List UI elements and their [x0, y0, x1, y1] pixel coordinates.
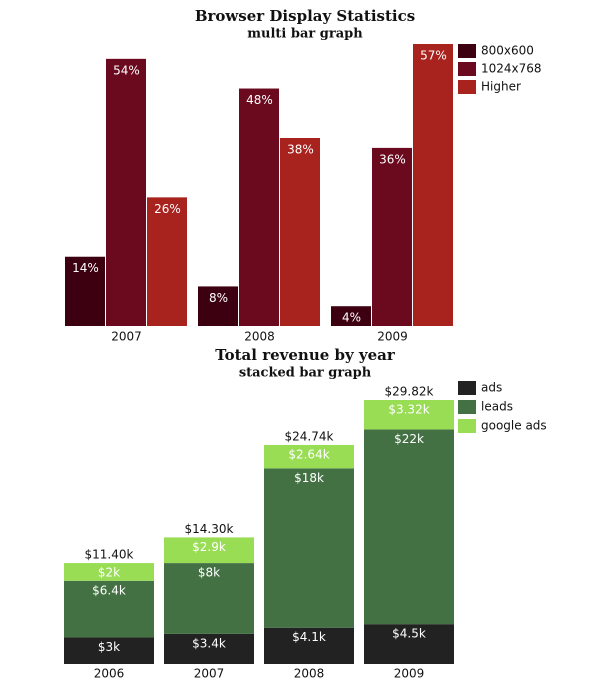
legend-label: Higher	[481, 80, 521, 94]
bar	[106, 58, 146, 327]
bar-segment	[364, 400, 454, 430]
legend-swatch	[458, 44, 476, 58]
value-label: $8k	[198, 566, 220, 580]
value-label: $2.9k	[192, 540, 226, 554]
legend-swatch	[458, 400, 476, 414]
bar	[147, 197, 187, 326]
legend-label: 800x600	[481, 44, 534, 58]
legend-label: 1024x768	[481, 62, 542, 76]
value-label: $4.1k	[292, 630, 326, 644]
bar-segment	[64, 563, 154, 581]
total-label: $24.74k	[285, 429, 334, 443]
bar-segment	[264, 627, 354, 664]
value-label: 14%	[72, 261, 99, 275]
total-label: $14.30k	[185, 522, 234, 536]
value-label: $4.5k	[392, 627, 426, 641]
legend-label: ads	[481, 381, 502, 395]
value-label: 36%	[379, 152, 406, 166]
bar	[372, 147, 412, 326]
bar-segment	[64, 637, 154, 664]
x-tick-label: 2006	[94, 667, 125, 681]
bar-segment	[364, 429, 454, 625]
chart-subtitle: stacked bar graph	[239, 366, 372, 381]
value-label: 26%	[154, 202, 181, 216]
bar-segment	[164, 537, 254, 564]
value-label: 57%	[420, 49, 447, 63]
x-tick-label: 2008	[294, 667, 325, 681]
x-tick-label: 2007	[194, 667, 225, 681]
legend-swatch	[458, 381, 476, 395]
bar-segment	[364, 624, 454, 664]
bar	[331, 306, 371, 326]
legend-label: google ads	[481, 419, 547, 433]
value-label: $2k	[98, 566, 120, 580]
bar-segment	[164, 563, 254, 634]
x-tick-label: 2007	[111, 330, 142, 344]
bar	[198, 286, 238, 326]
legend-swatch	[458, 419, 476, 433]
bar-segment	[264, 444, 354, 469]
value-label: 8%	[209, 291, 228, 305]
value-label: 48%	[246, 93, 273, 107]
chart-title: Browser Display Statistics	[195, 7, 415, 25]
bar	[239, 88, 279, 327]
value-label: $3k	[98, 640, 120, 654]
bar-segment	[164, 633, 254, 664]
chart-title: Total revenue by year	[215, 346, 396, 364]
bar-segment	[264, 468, 354, 628]
value-label: 4%	[342, 311, 361, 325]
total-label: $11.40k	[85, 548, 134, 562]
x-tick-label: 2009	[394, 667, 425, 681]
bar	[413, 44, 453, 326]
value-label: $22k	[394, 432, 424, 446]
legend-label: leads	[481, 400, 513, 414]
total-label: $29.82k	[385, 385, 434, 399]
value-label: $3.4k	[192, 636, 226, 650]
value-label: 38%	[287, 143, 314, 157]
value-label: $3.32k	[388, 403, 429, 417]
value-label: $6.4k	[92, 583, 126, 597]
legend-swatch	[458, 62, 476, 76]
legend-swatch	[458, 80, 476, 94]
x-tick-label: 2008	[244, 330, 275, 344]
value-label: 54%	[113, 63, 140, 77]
bar	[65, 256, 105, 326]
x-tick-label: 2009	[377, 330, 408, 344]
value-label: $2.64k	[288, 447, 329, 461]
bar	[280, 138, 320, 326]
chart-subtitle: multi bar graph	[247, 27, 363, 42]
bar-segment	[64, 580, 154, 638]
value-label: $18k	[294, 471, 324, 485]
